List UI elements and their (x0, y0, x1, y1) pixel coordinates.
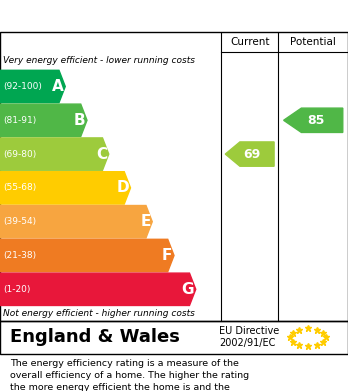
FancyArrow shape (0, 104, 87, 136)
FancyArrow shape (0, 206, 152, 238)
Text: EU Directive
2002/91/EC: EU Directive 2002/91/EC (219, 326, 279, 348)
Polygon shape (284, 108, 343, 133)
Text: G: G (182, 282, 194, 297)
Text: E: E (140, 214, 150, 229)
FancyArrow shape (0, 172, 130, 204)
Text: B: B (74, 113, 85, 128)
Text: (69-80): (69-80) (3, 150, 37, 159)
Text: Not energy efficient - higher running costs: Not energy efficient - higher running co… (3, 309, 195, 318)
Text: D: D (116, 180, 129, 196)
Text: (55-68): (55-68) (3, 183, 37, 192)
Text: England & Wales: England & Wales (10, 328, 180, 346)
FancyArrow shape (0, 239, 174, 272)
Text: (92-100): (92-100) (3, 82, 42, 91)
Text: F: F (162, 248, 172, 263)
Text: (21-38): (21-38) (3, 251, 37, 260)
Text: 85: 85 (308, 114, 325, 127)
Text: Potential: Potential (290, 37, 336, 47)
Text: Very energy efficient - lower running costs: Very energy efficient - lower running co… (3, 56, 196, 65)
Text: Current: Current (230, 37, 269, 47)
FancyArrow shape (0, 138, 109, 170)
Text: Energy Efficiency Rating: Energy Efficiency Rating (10, 9, 220, 23)
Text: A: A (52, 79, 63, 94)
FancyArrow shape (0, 70, 65, 103)
Text: (81-91): (81-91) (3, 116, 37, 125)
Text: The energy efficiency rating is a measure of the
overall efficiency of a home. T: The energy efficiency rating is a measur… (10, 359, 250, 391)
Text: (1-20): (1-20) (3, 285, 31, 294)
Polygon shape (225, 142, 274, 166)
Text: 69: 69 (244, 147, 261, 161)
FancyArrow shape (0, 273, 196, 305)
Text: C: C (96, 147, 107, 161)
Text: (39-54): (39-54) (3, 217, 37, 226)
